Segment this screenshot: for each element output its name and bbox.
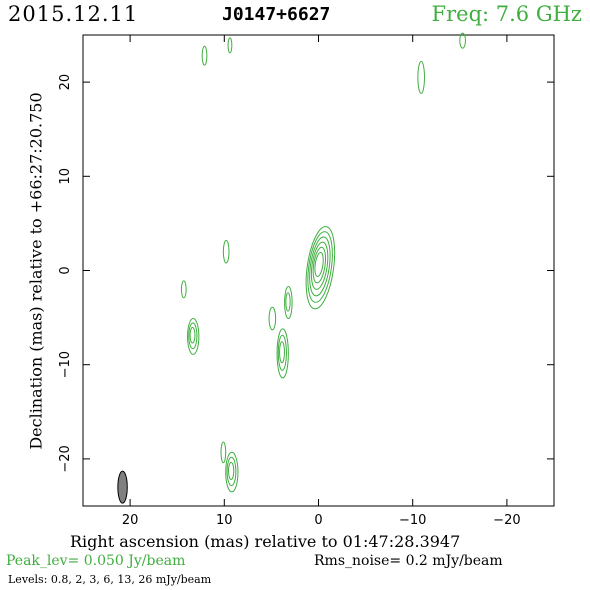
contour-ring [314,251,324,277]
beam-ellipse [117,470,128,504]
axis-ticks: 20 10 0 −10 −20 20 10 0 −10 −20 [58,35,554,528]
source-component [305,226,336,310]
source-component [284,286,293,320]
contour-ring [312,246,327,284]
contour-ring [305,226,336,310]
frequency-label: Freq: 7.6 GHz [431,2,582,26]
contour-ring [187,318,200,355]
contour-ring [310,241,329,290]
y-tick-label: −10 [58,351,73,378]
source-component [417,60,425,94]
y-tick-label: 10 [58,168,73,185]
source-component [459,32,466,49]
x-tick-label: 20 [122,513,139,528]
rms-noise: Rms_noise= 0.2 mJy/beam [314,553,503,569]
source-component [225,451,239,493]
contour-ring [284,286,293,320]
contour-ring [225,451,239,493]
source-name: J0147+6627 [222,4,331,25]
contour-ring [226,456,237,487]
y-axis-label: Declination (mas) relative to +66:27:20.… [26,92,46,450]
source-component [276,328,289,379]
peak-level: Peak_lev= 0.050 Jy/beam [6,553,186,569]
contour-ring [268,306,277,331]
contour-ring [285,292,291,312]
source-component [220,441,227,464]
contour-levels: Levels: 0.8, 2, 3, 6, 13, 26 mJy/beam [8,573,212,586]
y-tick-label: 0 [58,266,73,274]
x-tick-label: 10 [216,513,233,528]
plot-frame [82,34,555,507]
x-tick-label: 0 [314,513,322,528]
contour-ring [222,239,230,264]
x-tick-label: −10 [399,513,426,528]
contour-ring [276,328,289,379]
source-component [201,45,208,66]
contour-ring [201,45,208,66]
contour-ring [459,32,466,49]
contour-ring [227,461,235,480]
contour-ring [307,231,333,303]
contour-ring [279,341,285,364]
contour-ring [277,334,287,371]
contour-ring [227,37,233,54]
observation-date: 2015.12.11 [8,2,139,26]
contour-ring [188,322,198,350]
source-component [268,306,277,331]
plot-border [82,34,555,507]
contour-ring [180,280,187,299]
source-component [222,239,230,264]
x-tick-label: −20 [493,513,520,528]
source-component [187,318,200,355]
source-component [227,37,233,54]
contour-layer [117,32,466,504]
x-axis-label: Right ascension (mas) relative to 01:47:… [70,532,461,551]
source-component [180,280,187,299]
contour-ring [309,236,331,297]
contour-ring [417,60,425,94]
contour-ring [189,326,196,344]
y-tick-label: −20 [58,445,73,472]
contour-ring [220,441,227,464]
y-tick-label: 20 [58,74,73,91]
